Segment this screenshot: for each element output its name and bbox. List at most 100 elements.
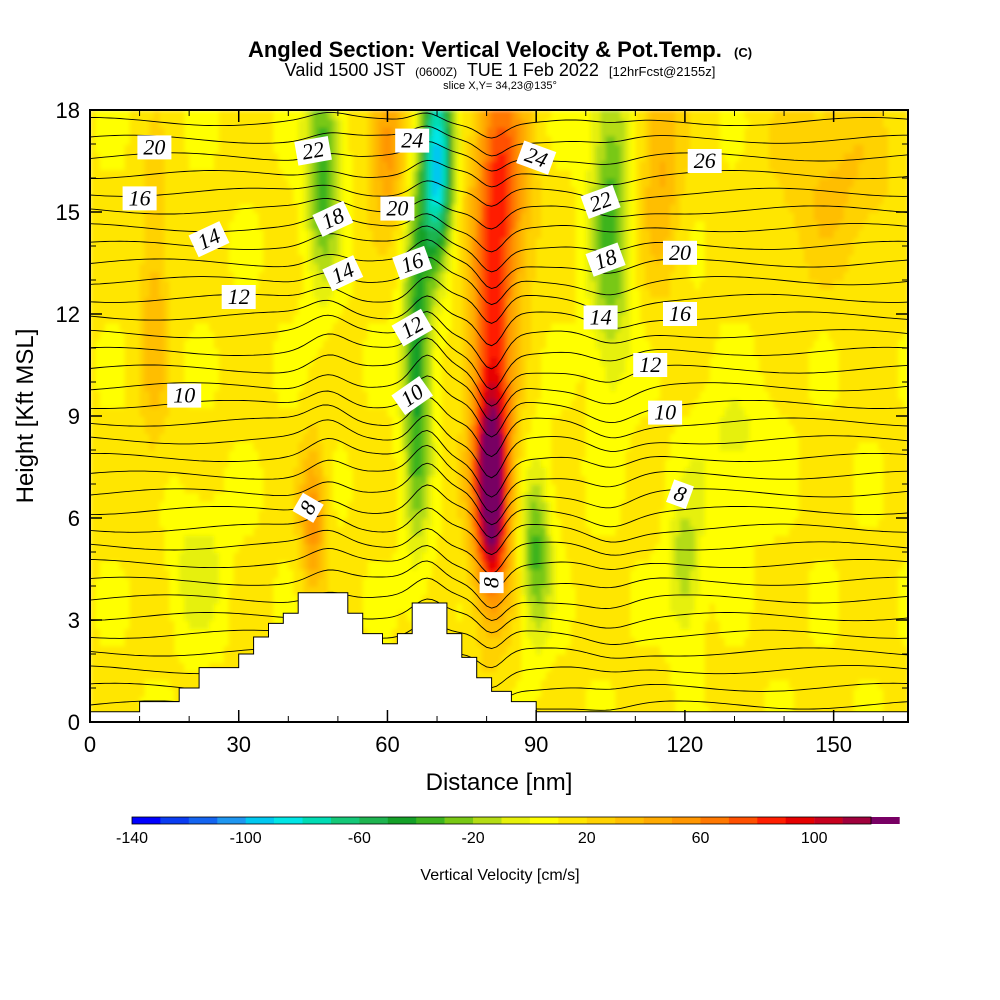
velocity-cell — [95, 518, 101, 528]
velocity-cell — [412, 543, 418, 553]
velocity-cell — [268, 365, 275, 375]
velocity-cell — [303, 399, 309, 409]
velocity-cell — [417, 586, 423, 596]
velocity-cell — [164, 603, 171, 613]
velocity-cell — [253, 161, 260, 171]
velocity-cell — [139, 416, 146, 426]
velocity-cell — [174, 654, 181, 664]
velocity-cell — [134, 611, 141, 621]
velocity-cell — [169, 144, 176, 154]
velocity-cell — [357, 382, 364, 392]
velocity-cell — [164, 594, 171, 604]
velocity-cell — [179, 433, 185, 443]
velocity-cell — [164, 339, 171, 349]
velocity-cell — [273, 416, 280, 426]
velocity-cell — [213, 552, 220, 562]
velocity-cell — [362, 501, 369, 511]
velocity-cell — [372, 186, 379, 196]
velocity-cell — [382, 518, 389, 528]
velocity-cell — [204, 390, 210, 400]
velocity-cell — [228, 441, 235, 451]
velocity-cell — [223, 433, 230, 443]
velocity-cell — [209, 348, 215, 358]
velocity-cell — [119, 620, 126, 630]
velocity-cell — [114, 118, 121, 128]
velocity-cell — [199, 339, 205, 349]
velocity-cell — [209, 458, 215, 468]
velocity-cell — [273, 373, 280, 383]
velocity-cell — [228, 390, 235, 400]
velocity-cell — [233, 518, 240, 528]
velocity-cell — [159, 603, 166, 613]
velocity-cell — [382, 509, 389, 519]
velocity-cell — [293, 339, 300, 349]
velocity-cell — [119, 518, 126, 528]
velocity-cell — [273, 543, 280, 553]
velocity-cell — [417, 152, 423, 162]
velocity-cell — [303, 543, 309, 553]
velocity-cell — [124, 645, 131, 655]
velocity-cell — [427, 254, 433, 264]
velocity-cell — [412, 441, 418, 451]
velocity-cell — [407, 518, 414, 528]
velocity-cell — [139, 475, 146, 485]
velocity-cell — [95, 467, 101, 477]
velocity-cell — [238, 246, 245, 256]
velocity-cell — [432, 594, 438, 604]
velocity-cell — [243, 603, 250, 613]
velocity-cell — [308, 552, 314, 562]
velocity-cell — [95, 144, 101, 154]
velocity-cell — [332, 110, 339, 120]
velocity-cell — [159, 424, 166, 434]
velocity-cell — [159, 203, 166, 213]
velocity-cell — [293, 577, 300, 587]
velocity-cell — [268, 594, 275, 604]
velocity-cell — [248, 254, 255, 264]
velocity-cell — [213, 467, 220, 477]
velocity-cell — [209, 271, 215, 281]
velocity-cell — [134, 110, 141, 120]
velocity-cell — [204, 458, 210, 468]
velocity-cell — [218, 246, 225, 256]
velocity-cell — [228, 280, 235, 290]
velocity-cell — [149, 416, 156, 426]
velocity-cell — [213, 560, 220, 570]
velocity-cell — [367, 229, 374, 239]
velocity-cell — [372, 603, 379, 613]
velocity-cell — [95, 662, 101, 672]
velocity-cell — [174, 577, 181, 587]
velocity-cell — [382, 399, 389, 409]
velocity-cell — [144, 382, 151, 392]
velocity-cell — [382, 220, 389, 230]
velocity-cell — [223, 135, 230, 145]
velocity-cell — [139, 161, 146, 171]
velocity-cell — [412, 577, 418, 587]
velocity-cell — [238, 169, 245, 179]
velocity-cell — [134, 331, 141, 341]
velocity-cell — [218, 628, 225, 638]
velocity-cell — [352, 416, 359, 426]
velocity-cell — [174, 127, 181, 137]
velocity-cell — [129, 611, 136, 621]
velocity-cell — [119, 552, 126, 562]
velocity-cell — [268, 348, 275, 358]
velocity-cell — [347, 152, 354, 162]
velocity-cell — [243, 237, 250, 247]
velocity-cell — [169, 441, 176, 451]
velocity-cell — [104, 178, 111, 188]
velocity-cell — [174, 305, 181, 315]
velocity-cell — [397, 441, 404, 451]
velocity-cell — [154, 288, 161, 298]
velocity-cell — [194, 339, 200, 349]
velocity-cell — [328, 127, 334, 137]
velocity-cell — [377, 407, 384, 417]
velocity-cell — [283, 603, 290, 613]
velocity-cell — [402, 280, 409, 290]
velocity-cell — [243, 458, 250, 468]
velocity-cell — [104, 433, 111, 443]
velocity-cell — [342, 407, 349, 417]
velocity-cell — [347, 509, 354, 519]
velocity-cell — [268, 416, 275, 426]
velocity-cell — [139, 288, 146, 298]
velocity-cell — [248, 246, 255, 256]
